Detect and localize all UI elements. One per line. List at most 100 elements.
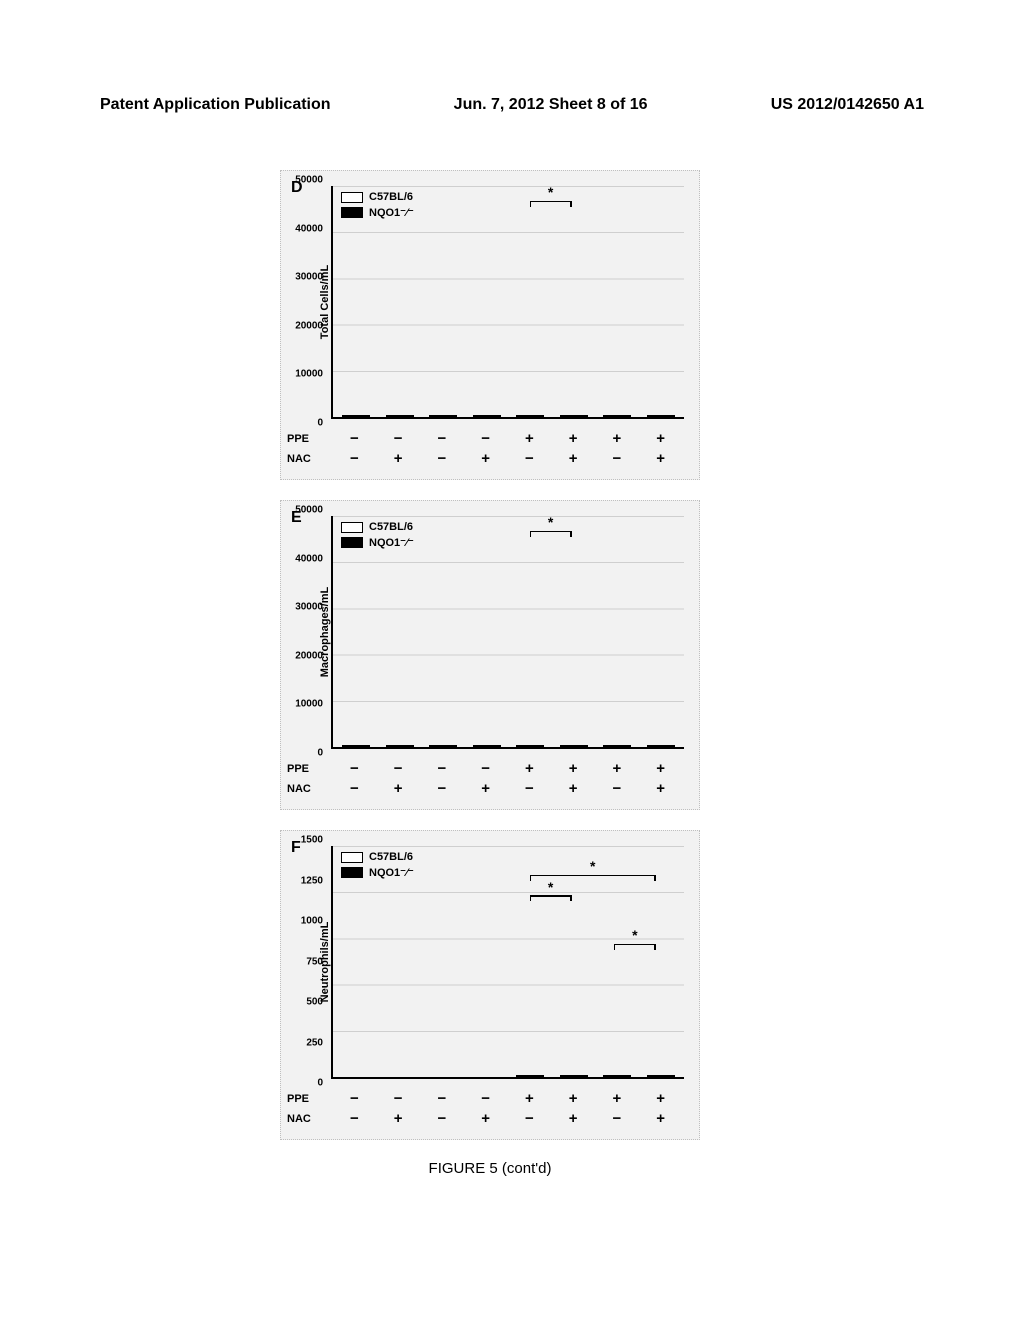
- y-tick-label: 500: [306, 997, 323, 1008]
- error-bar-cap: [655, 746, 667, 748]
- x-row-label: PPE: [287, 429, 311, 449]
- bar: [647, 415, 675, 417]
- error-bar-cap: [655, 416, 667, 418]
- error-bar-cap: [524, 416, 536, 418]
- error-bar-cap: [568, 1076, 580, 1078]
- y-tick-label: 10000: [295, 699, 323, 710]
- bar-slot: [557, 745, 592, 747]
- x-row-marks: −−−−++++: [331, 429, 684, 449]
- significance-star: *: [632, 927, 637, 943]
- error-bar-cap: [394, 416, 406, 418]
- header-right: US 2012/0142650 A1: [771, 96, 924, 114]
- bar: [647, 745, 675, 747]
- bar: [516, 415, 544, 417]
- x-mark: −: [468, 759, 503, 779]
- x-row-label: NAC: [287, 779, 311, 799]
- x-mark: −: [600, 1109, 635, 1129]
- x-row-marks: −−−−++++: [331, 1089, 684, 1109]
- x-row-label: NAC: [287, 449, 311, 469]
- x-mark: +: [556, 429, 591, 449]
- x-mark: −: [425, 429, 460, 449]
- x-row-marks: −+−+−+−+: [331, 1109, 684, 1129]
- y-tick-label: 30000: [295, 602, 323, 613]
- error-bar-cap: [437, 746, 449, 748]
- bar: [560, 415, 588, 417]
- bar-slot: [339, 745, 374, 747]
- chart-panel-E: EC57BL/6NQO1⁻⁄⁻Macrophages/mL01000020000…: [280, 500, 700, 810]
- bar-slot: [600, 1075, 635, 1077]
- bar-slot: [600, 745, 635, 747]
- y-tick-label: 0: [317, 418, 323, 429]
- error-bar-cap: [437, 416, 449, 418]
- x-mark: −: [425, 1089, 460, 1109]
- bar-slot: [557, 415, 592, 417]
- y-tick-label: 50000: [295, 175, 323, 186]
- x-mark: +: [468, 779, 503, 799]
- x-row-label: NAC: [287, 1109, 311, 1129]
- y-tick-label: 1250: [301, 875, 323, 886]
- y-tick-label: 40000: [295, 553, 323, 564]
- y-tick-label: 0: [317, 748, 323, 759]
- error-bar-cap: [524, 746, 536, 748]
- x-row-labels: PPENAC: [287, 1089, 311, 1129]
- error-bar-cap: [611, 1076, 623, 1078]
- x-mark: −: [381, 1089, 416, 1109]
- x-mark: +: [381, 1109, 416, 1129]
- x-row-marks: −−−−++++: [331, 759, 684, 779]
- x-mark: +: [556, 1089, 591, 1109]
- x-mark: +: [512, 759, 547, 779]
- error-bar-cap: [524, 1076, 536, 1078]
- bar: [603, 1075, 631, 1077]
- bars-container: [333, 186, 684, 417]
- x-mark: −: [337, 779, 372, 799]
- bar-slot: [513, 745, 548, 747]
- error-bar-cap: [611, 416, 623, 418]
- x-row-marks: −+−+−+−+: [331, 449, 684, 469]
- error-bar-cap: [350, 746, 362, 748]
- bar: [429, 415, 457, 417]
- plot-area: Neutrophils/mL0250500750100012501500***: [331, 846, 684, 1079]
- error-bar-cap: [655, 1076, 667, 1078]
- x-mark: −: [512, 1109, 547, 1129]
- bar: [603, 745, 631, 747]
- significance-star: *: [548, 184, 553, 200]
- bar: [429, 745, 457, 747]
- bar-slot: [644, 415, 679, 417]
- bar: [647, 1075, 675, 1077]
- bar-slot: [557, 1075, 592, 1077]
- x-mark: −: [337, 759, 372, 779]
- x-row-label: PPE: [287, 759, 311, 779]
- bar-slot: [600, 415, 635, 417]
- x-mark: −: [512, 449, 547, 469]
- error-bar-cap: [481, 416, 493, 418]
- x-axis-labels: PPENAC−−−−++++−+−+−+−+: [331, 1083, 684, 1131]
- x-mark: +: [600, 759, 635, 779]
- x-row-label: PPE: [287, 1089, 311, 1109]
- bar-slot: [339, 415, 374, 417]
- x-mark: +: [512, 1089, 547, 1109]
- x-mark: −: [425, 759, 460, 779]
- bar-slot: [644, 745, 679, 747]
- bar: [560, 745, 588, 747]
- y-tick-label: 30000: [295, 272, 323, 283]
- bar: [473, 745, 501, 747]
- bar-slot: [513, 1075, 548, 1077]
- x-mark: −: [600, 449, 635, 469]
- x-mark: +: [381, 779, 416, 799]
- significance-bracket: [530, 201, 572, 203]
- bar: [516, 1075, 544, 1077]
- x-mark: −: [600, 779, 635, 799]
- x-mark: +: [556, 449, 591, 469]
- x-mark: +: [643, 1109, 678, 1129]
- x-row-labels: PPENAC: [287, 759, 311, 799]
- y-tick-label: 750: [306, 956, 323, 967]
- y-tick-label: 250: [306, 1037, 323, 1048]
- header-center: Jun. 7, 2012 Sheet 8 of 16: [454, 96, 648, 114]
- x-mark: +: [556, 779, 591, 799]
- page-header: Patent Application Publication Jun. 7, 2…: [0, 96, 1024, 114]
- plot-area: Total Cells/mL01000020000300004000050000…: [331, 186, 684, 419]
- y-tick-label: 20000: [295, 320, 323, 331]
- x-mark: +: [556, 1109, 591, 1129]
- bar: [342, 745, 370, 747]
- significance-star: *: [548, 879, 553, 895]
